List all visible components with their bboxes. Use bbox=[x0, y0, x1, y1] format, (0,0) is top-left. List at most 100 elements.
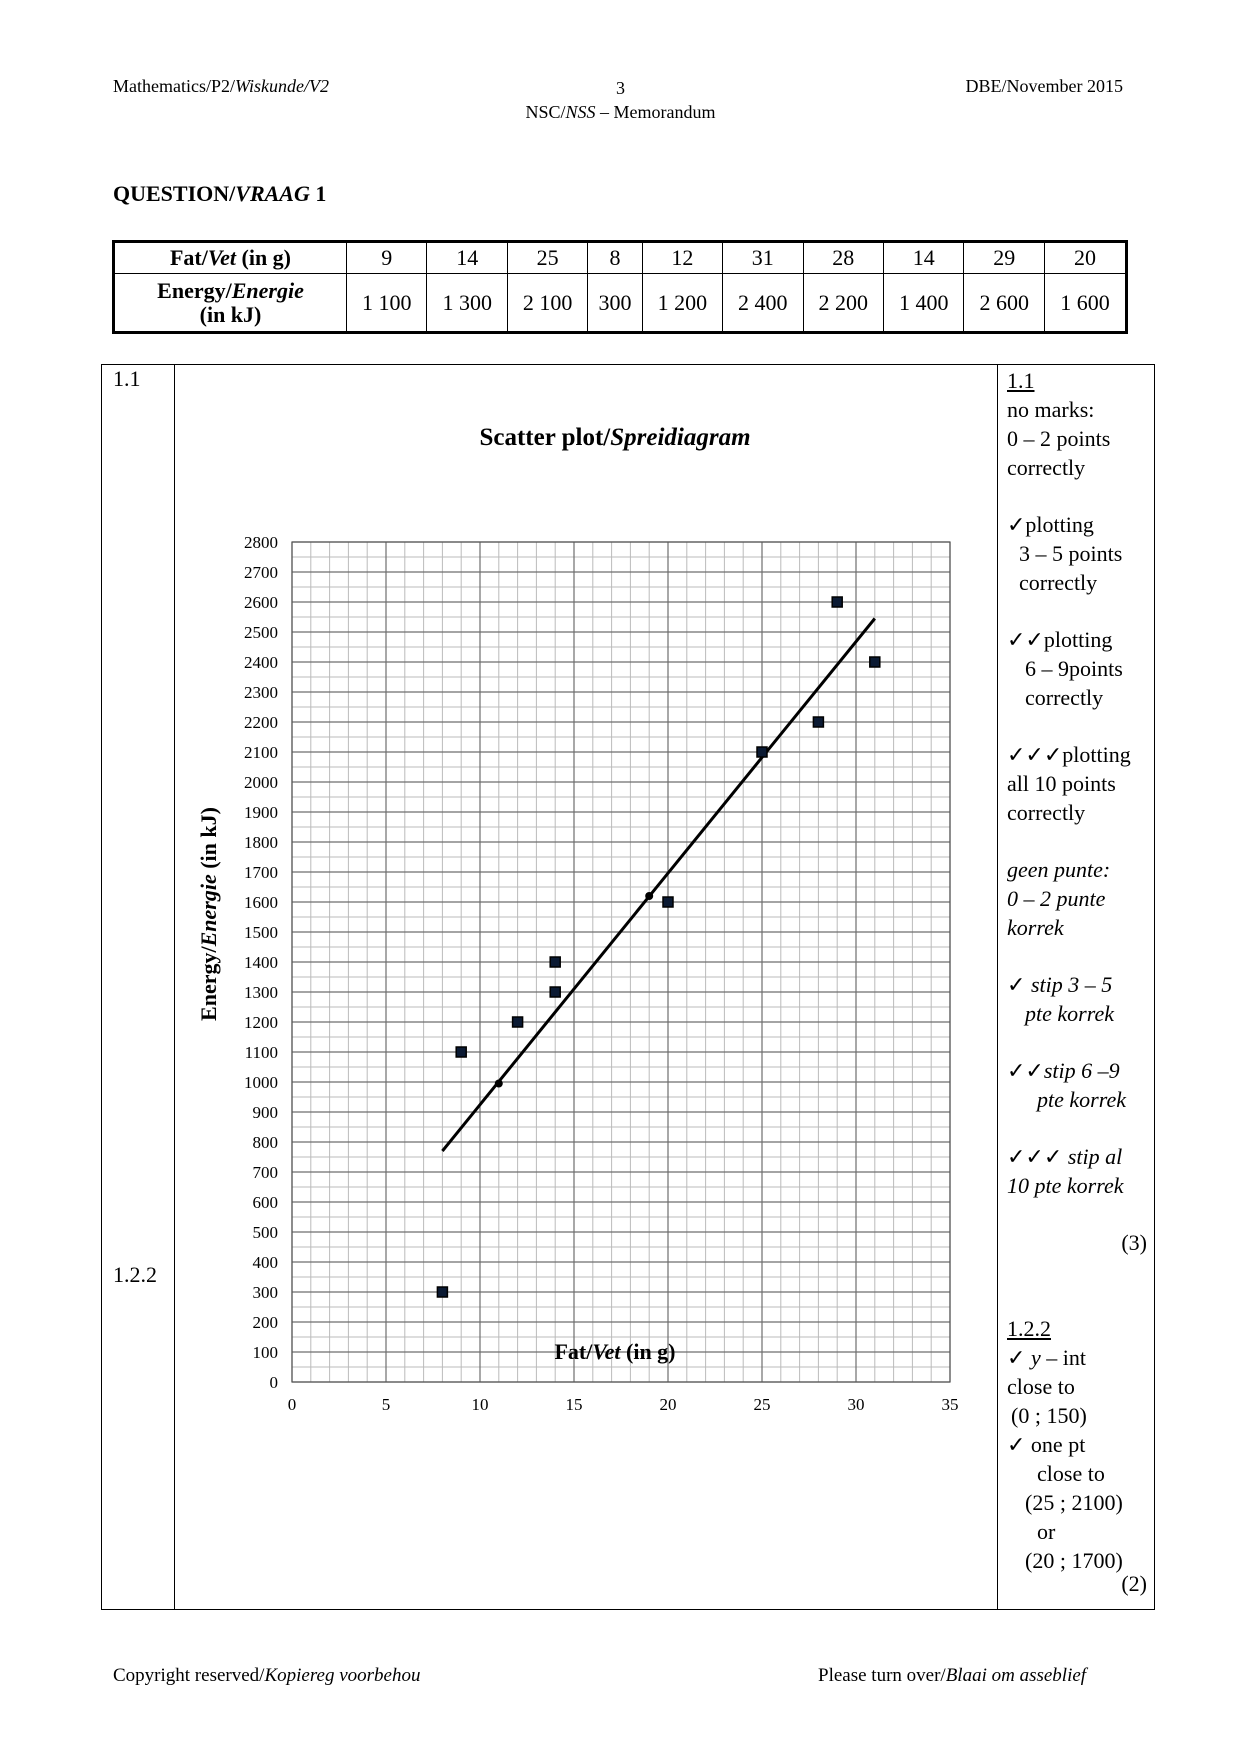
question-number-1-2-2: 1.2.2 bbox=[113, 1262, 157, 1287]
y-tick-label: 2400 bbox=[244, 653, 278, 672]
y-tick-label: 2800 bbox=[244, 533, 278, 552]
marking-line: ✓✓stip 6 –9 bbox=[1007, 1056, 1147, 1085]
energy-cell: 1 100 bbox=[345, 273, 428, 333]
data-point bbox=[756, 746, 768, 758]
y-tick-label: 1100 bbox=[245, 1043, 278, 1062]
data-point bbox=[869, 656, 881, 668]
marking-text: stip al bbox=[1067, 1144, 1123, 1169]
header-subject-en: Mathematics/P2/ bbox=[113, 76, 235, 96]
marks-1-1: (3) bbox=[1121, 1230, 1147, 1255]
marking-line: 0 – 2 punte bbox=[1007, 886, 1106, 911]
energy-header-unit: (in kJ) bbox=[199, 301, 262, 327]
x-axis-label: Fat/Vet (in g) bbox=[554, 1339, 675, 1364]
tick-mark: ✓ bbox=[1007, 972, 1031, 997]
question-number-1-1: 1.1 bbox=[113, 366, 141, 391]
scatter-chart: Scatter plot/Spreidiagram 01002003004005… bbox=[196, 424, 959, 1414]
chart-title-en: Scatter plot/ bbox=[479, 424, 611, 451]
marking-line: correctly bbox=[1007, 800, 1086, 825]
y-tick-labels: 0 100 200 300 400 500 600 700 800 900 1000 1100 1200… bbox=[244, 533, 278, 1392]
fat-cell: 14 bbox=[426, 241, 508, 274]
marking-line: no marks: bbox=[1007, 397, 1095, 422]
chart-title: Scatter plot/Spreidiagram bbox=[479, 424, 750, 451]
data-point bbox=[812, 716, 825, 728]
marking-line: 10 pte korrek bbox=[1007, 1173, 1124, 1198]
fat-header-af: Vet bbox=[207, 245, 236, 270]
x-tick-label: 0 bbox=[288, 1395, 297, 1414]
y-tick-label: 1600 bbox=[244, 893, 278, 912]
energy-cell: 1 300 bbox=[426, 273, 508, 333]
fat-cell: 28 bbox=[802, 241, 884, 274]
marking-line: (20 ; 1700) bbox=[1025, 1548, 1123, 1573]
data-point bbox=[549, 956, 561, 968]
marking-line: all 10 points bbox=[1007, 771, 1116, 796]
x-tick-label: 25 bbox=[754, 1395, 771, 1414]
marking-line: or bbox=[1037, 1519, 1056, 1544]
marking-notes-1-1: 1.1 no marks: 0 – 2 points correctly ✓pl… bbox=[1007, 366, 1147, 1257]
marking-line: correctly bbox=[1019, 570, 1098, 595]
marking-line: correctly bbox=[1007, 455, 1086, 480]
column-divider bbox=[997, 364, 998, 1610]
regression-line bbox=[441, 617, 876, 1152]
marking-line: correctly bbox=[1025, 685, 1104, 710]
data-point bbox=[436, 1286, 449, 1298]
major-gridlines bbox=[291, 541, 951, 1383]
page-number: 3 bbox=[616, 78, 625, 98]
marking-line: 6 – 9points bbox=[1025, 656, 1123, 681]
y-tick-label: 1200 bbox=[244, 1013, 278, 1032]
y-axis-label-af: Energie bbox=[196, 874, 221, 947]
energy-cell: 1 200 bbox=[641, 273, 724, 333]
y-tick-label: 2600 bbox=[244, 593, 278, 612]
energy-cell: 1 600 bbox=[1043, 273, 1128, 333]
x-axis-label-unit: (in g) bbox=[621, 1339, 676, 1364]
plot-border bbox=[291, 541, 951, 1383]
header-center: 3 NSC/NSS – Memorandum bbox=[0, 76, 1241, 124]
marking-text: stip 6 –9 bbox=[1043, 1058, 1120, 1083]
x-tick-labels: 0 5 10 15 20 25 30 35 bbox=[288, 1395, 959, 1414]
marking-line: ✓✓✓plotting bbox=[1007, 742, 1131, 767]
question-number: 1 bbox=[309, 181, 327, 206]
fat-cell: 20 bbox=[1043, 241, 1128, 274]
y-tick-label: 2500 bbox=[244, 623, 278, 642]
y-tick-label: 1300 bbox=[244, 983, 278, 1002]
data-point bbox=[662, 896, 674, 908]
question-label-af: VRAAG bbox=[235, 181, 310, 206]
footer-copyright-af: Kopiereg voorbehou bbox=[264, 1665, 421, 1686]
y-axis-label: Energy/Energie (in kJ) bbox=[196, 807, 221, 1021]
y-tick-label: 2300 bbox=[244, 683, 278, 702]
y-tick-label: 100 bbox=[253, 1343, 279, 1362]
marking-text: stip 3 – 5 bbox=[1030, 972, 1113, 997]
marking-line: pte korrek bbox=[1025, 1001, 1114, 1026]
data-point bbox=[511, 1016, 524, 1028]
marking-line: ✓plotting bbox=[1007, 512, 1094, 537]
tick-mark: ✓ bbox=[1007, 1345, 1031, 1370]
y-tick-label: 1000 bbox=[244, 1073, 278, 1092]
y-axis-label-unit: (in kJ) bbox=[196, 807, 221, 874]
fat-cell: 31 bbox=[722, 241, 804, 274]
energy-header-en: Energy/ bbox=[157, 277, 232, 303]
energy-cell: 2 400 bbox=[722, 273, 804, 333]
fat-header-en: Fat/ bbox=[169, 245, 208, 270]
header-subject-af: Wiskunde/V2 bbox=[234, 76, 329, 96]
y-tick-label: 0 bbox=[270, 1373, 279, 1392]
data-points bbox=[436, 596, 881, 1298]
energy-row: Energy/Energie (in kJ) 1 100 1 300 2 100 … bbox=[113, 273, 1128, 333]
column-divider bbox=[174, 364, 175, 1610]
marking-line: korrek bbox=[1007, 915, 1064, 940]
marks-1-2-2: (2) bbox=[1121, 1571, 1147, 1596]
marking-line: 0 – 2 points bbox=[1007, 426, 1111, 451]
fat-row: Fat/Vet (in g) 9 14 25 8 12 31 28 14 29 … bbox=[113, 241, 1128, 274]
fat-cell: 8 bbox=[587, 241, 643, 274]
marking-1-1-title: 1.1 bbox=[1007, 368, 1035, 393]
y-tick-label: 2000 bbox=[244, 773, 278, 792]
data-point bbox=[455, 1046, 467, 1058]
energy-cell: 2 100 bbox=[506, 273, 589, 333]
x-tick-label: 5 bbox=[382, 1395, 391, 1414]
energy-cell: 1 400 bbox=[882, 273, 965, 333]
y-tick-label: 1800 bbox=[244, 833, 278, 852]
header-nss: NSS bbox=[565, 102, 596, 122]
fat-cell: 14 bbox=[882, 241, 965, 274]
footer-turn-over-en: Please turn over/ bbox=[818, 1665, 946, 1686]
y-tick-label: 400 bbox=[253, 1253, 279, 1272]
energy-cell: 2 200 bbox=[802, 273, 884, 333]
header-memorandum: – Memorandum bbox=[595, 102, 716, 122]
